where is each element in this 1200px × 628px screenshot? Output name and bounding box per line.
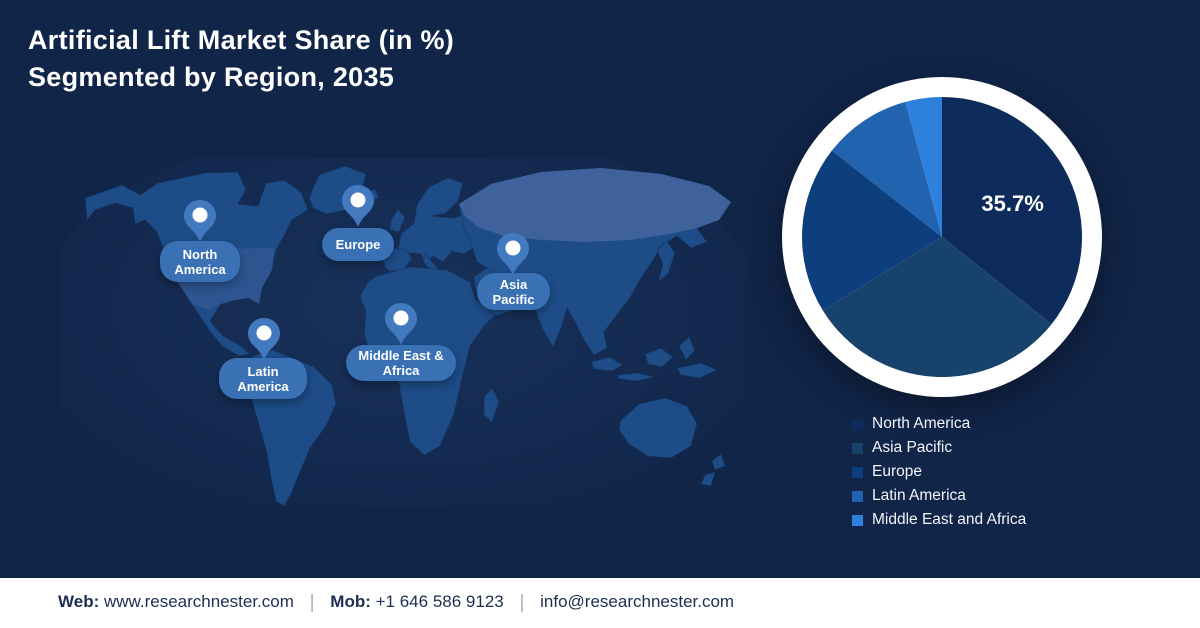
- page-title: Artificial Lift Market Share (in %) Segm…: [28, 22, 454, 96]
- pie-slice-asia-pacific: [822, 237, 1052, 377]
- legend-item-latin-america: Latin America: [852, 484, 1026, 508]
- map-label-latin-america: Latin America: [219, 358, 307, 399]
- map-pin-asia-pacific-icon: [497, 233, 529, 275]
- legend-label: Asia Pacific: [872, 439, 953, 456]
- island-new-zealand-south: [700, 471, 716, 487]
- pie-legend: North America Asia Pacific Europe Latin Ame…: [852, 412, 1026, 532]
- legend-swatch: [852, 466, 863, 478]
- page-title-line2: Segmented by Region, 2035: [28, 62, 395, 92]
- island-uk: [389, 208, 406, 233]
- island-japan: [656, 240, 676, 283]
- pie-slice-middle-east-and-africa: [905, 97, 942, 237]
- map-label-europe: Europe: [322, 228, 394, 261]
- legend-swatch: [852, 490, 863, 502]
- footer-mob-label: Mob:: [330, 592, 371, 611]
- legend-swatch: [852, 514, 863, 526]
- footer-contact-text: Web: www.researchnester.com | Mob: +1 64…: [58, 592, 734, 614]
- pie-chart-svg: 35.7%: [782, 77, 1102, 397]
- island-java: [616, 372, 655, 382]
- footer-separator: |: [519, 592, 525, 613]
- page-title-line1: Artificial Lift Market Share (in %): [28, 25, 455, 55]
- footer-web-value: www.researchnester.com: [103, 592, 294, 611]
- island-madagascar: [483, 387, 500, 423]
- legend-swatch: [852, 442, 863, 454]
- footer-email: info@researchnester.com: [540, 592, 735, 611]
- legend-swatch: [852, 418, 863, 430]
- pie-value-label: 35.7%: [981, 191, 1043, 216]
- map-pin-middle-east-africa-icon: [385, 303, 417, 345]
- footer-mob-value: +1 646 586 9123: [375, 592, 504, 611]
- map-label-north-america: North America: [160, 241, 240, 282]
- island-philippines: [678, 336, 696, 361]
- map-label-middle-east-africa: Middle East & Africa: [346, 345, 456, 381]
- pie-slice-europe: [802, 150, 942, 311]
- legend-label: Europe: [872, 463, 922, 480]
- continent-australia: [618, 397, 698, 459]
- island-borneo: [644, 347, 674, 368]
- legend-label: Latin America: [872, 487, 966, 504]
- map-label-asia-pacific: Asia Pacific: [477, 273, 550, 310]
- pie-slice-latin-america: [831, 101, 942, 237]
- legend-item-middle-east-and-africa: Middle East and Africa: [852, 508, 1026, 532]
- legend-item-europe: Europe: [852, 460, 1026, 484]
- region-russia: [459, 168, 731, 242]
- footer-bar: Web: www.researchnester.com | Mob: +1 64…: [0, 578, 1200, 628]
- footer-separator: |: [309, 592, 315, 613]
- legend-item-north-america: North America: [852, 412, 1026, 436]
- region-malay-sumatra: [590, 356, 624, 372]
- map-pin-latin-america-icon: [248, 318, 280, 360]
- pie-chart: 35.7%: [772, 67, 1112, 407]
- map-pin-north-america-icon: [184, 200, 216, 242]
- pie-slice-north-america: [942, 97, 1082, 325]
- legend-label: North America: [872, 415, 971, 432]
- legend-label: Middle East and Africa: [872, 511, 1027, 528]
- map-pin-europe-icon: [342, 185, 374, 227]
- island-new-guinea: [676, 362, 718, 379]
- island-new-zealand-north: [711, 453, 726, 471]
- footer-web-label: Web:: [58, 592, 100, 611]
- legend-item-asia-pacific: Asia Pacific: [852, 436, 1026, 460]
